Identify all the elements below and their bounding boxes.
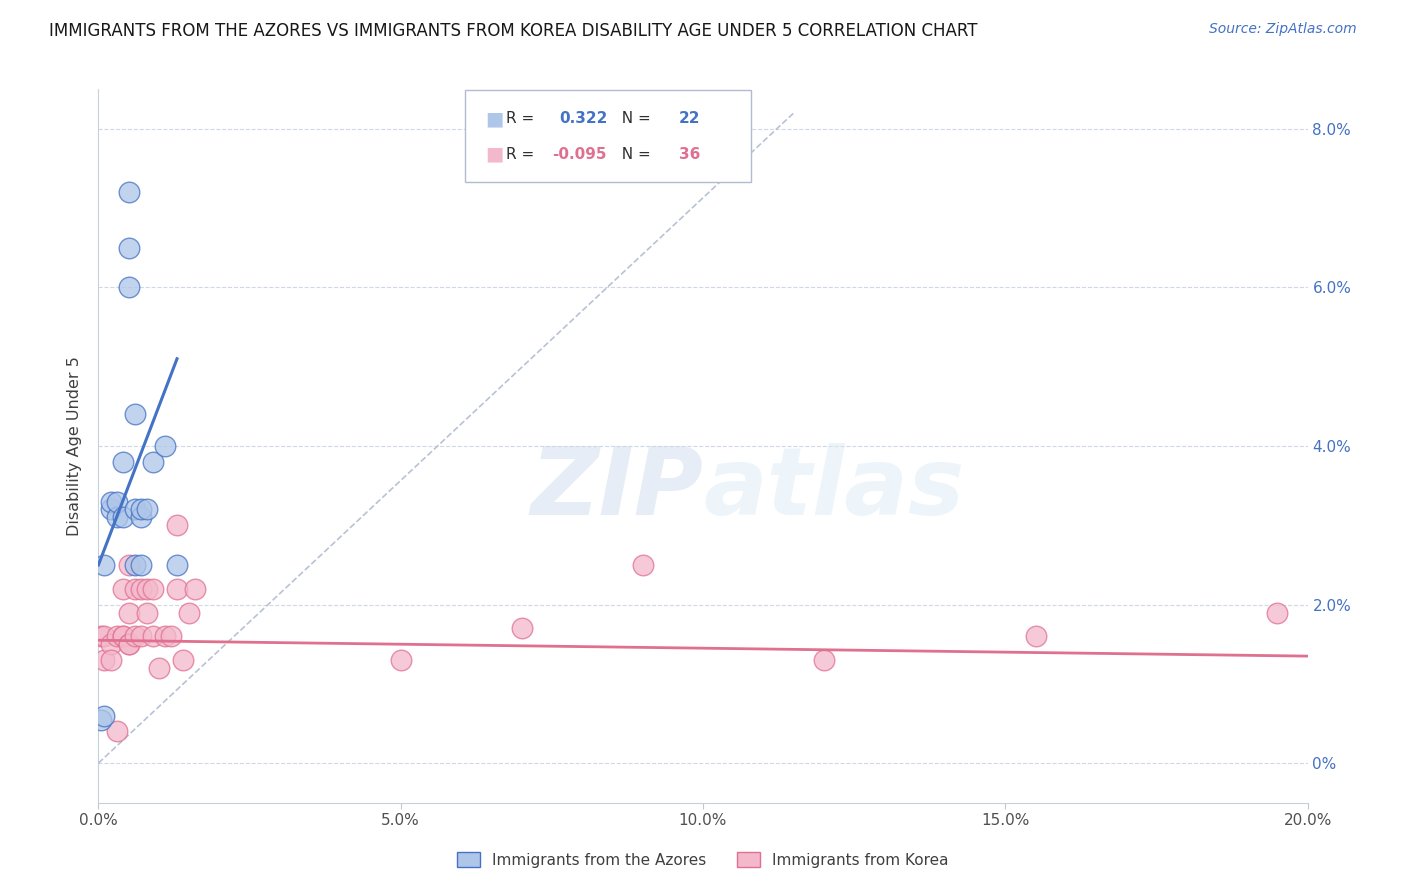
- Point: [111, 510, 134, 524]
- Point: [93, 629, 115, 643]
- Point: [105, 724, 128, 739]
- Point: [124, 407, 146, 421]
- Point: [129, 510, 152, 524]
- Text: N =: N =: [612, 147, 655, 161]
- Text: ■: ■: [485, 109, 503, 128]
- Text: ZIP: ZIP: [530, 442, 703, 535]
- Point: [510, 621, 533, 635]
- Point: [160, 629, 183, 643]
- Point: [100, 637, 122, 651]
- Point: [111, 629, 134, 643]
- Point: [118, 637, 141, 651]
- Point: [111, 455, 134, 469]
- Point: [124, 582, 146, 596]
- Point: [166, 582, 188, 596]
- Point: [184, 582, 207, 596]
- Point: [142, 455, 165, 469]
- Point: [179, 606, 201, 620]
- Point: [142, 629, 165, 643]
- Point: [813, 653, 835, 667]
- Point: [124, 558, 146, 572]
- Point: [142, 582, 165, 596]
- Legend: Immigrants from the Azores, Immigrants from Korea: Immigrants from the Azores, Immigrants f…: [451, 846, 955, 873]
- Y-axis label: Disability Age Under 5: Disability Age Under 5: [67, 356, 83, 536]
- Point: [1267, 606, 1289, 620]
- Text: IMMIGRANTS FROM THE AZORES VS IMMIGRANTS FROM KOREA DISABILITY AGE UNDER 5 CORRE: IMMIGRANTS FROM THE AZORES VS IMMIGRANTS…: [49, 22, 977, 40]
- Point: [90, 629, 112, 643]
- Point: [153, 629, 176, 643]
- Text: atlas: atlas: [703, 442, 965, 535]
- Text: 0.322: 0.322: [560, 112, 607, 126]
- Point: [118, 280, 141, 294]
- Point: [124, 502, 146, 516]
- Point: [129, 502, 152, 516]
- Point: [118, 606, 141, 620]
- Point: [111, 629, 134, 643]
- Text: ■: ■: [485, 145, 503, 164]
- Point: [93, 558, 115, 572]
- Point: [90, 713, 112, 727]
- Point: [93, 708, 115, 723]
- Point: [100, 653, 122, 667]
- Text: R =: R =: [506, 147, 540, 161]
- Point: [118, 186, 141, 200]
- Point: [166, 558, 188, 572]
- Point: [105, 494, 128, 508]
- Point: [129, 582, 152, 596]
- Text: N =: N =: [612, 112, 655, 126]
- Point: [172, 653, 194, 667]
- Point: [129, 558, 152, 572]
- Point: [135, 582, 157, 596]
- Text: R =: R =: [506, 112, 544, 126]
- Text: Source: ZipAtlas.com: Source: ZipAtlas.com: [1209, 22, 1357, 37]
- Point: [124, 629, 146, 643]
- Point: [631, 558, 654, 572]
- Point: [148, 661, 170, 675]
- Point: [129, 629, 152, 643]
- Point: [135, 606, 157, 620]
- Point: [105, 629, 128, 643]
- Point: [100, 502, 122, 516]
- Text: 22: 22: [679, 112, 700, 126]
- Point: [118, 558, 141, 572]
- Text: -0.095: -0.095: [553, 147, 607, 161]
- Point: [389, 653, 412, 667]
- Point: [135, 502, 157, 516]
- Point: [100, 494, 122, 508]
- Point: [166, 518, 188, 533]
- Text: 36: 36: [679, 147, 700, 161]
- Point: [93, 653, 115, 667]
- Point: [153, 439, 176, 453]
- Point: [105, 510, 128, 524]
- Point: [111, 582, 134, 596]
- Point: [1024, 629, 1046, 643]
- Point: [118, 241, 141, 255]
- Point: [118, 637, 141, 651]
